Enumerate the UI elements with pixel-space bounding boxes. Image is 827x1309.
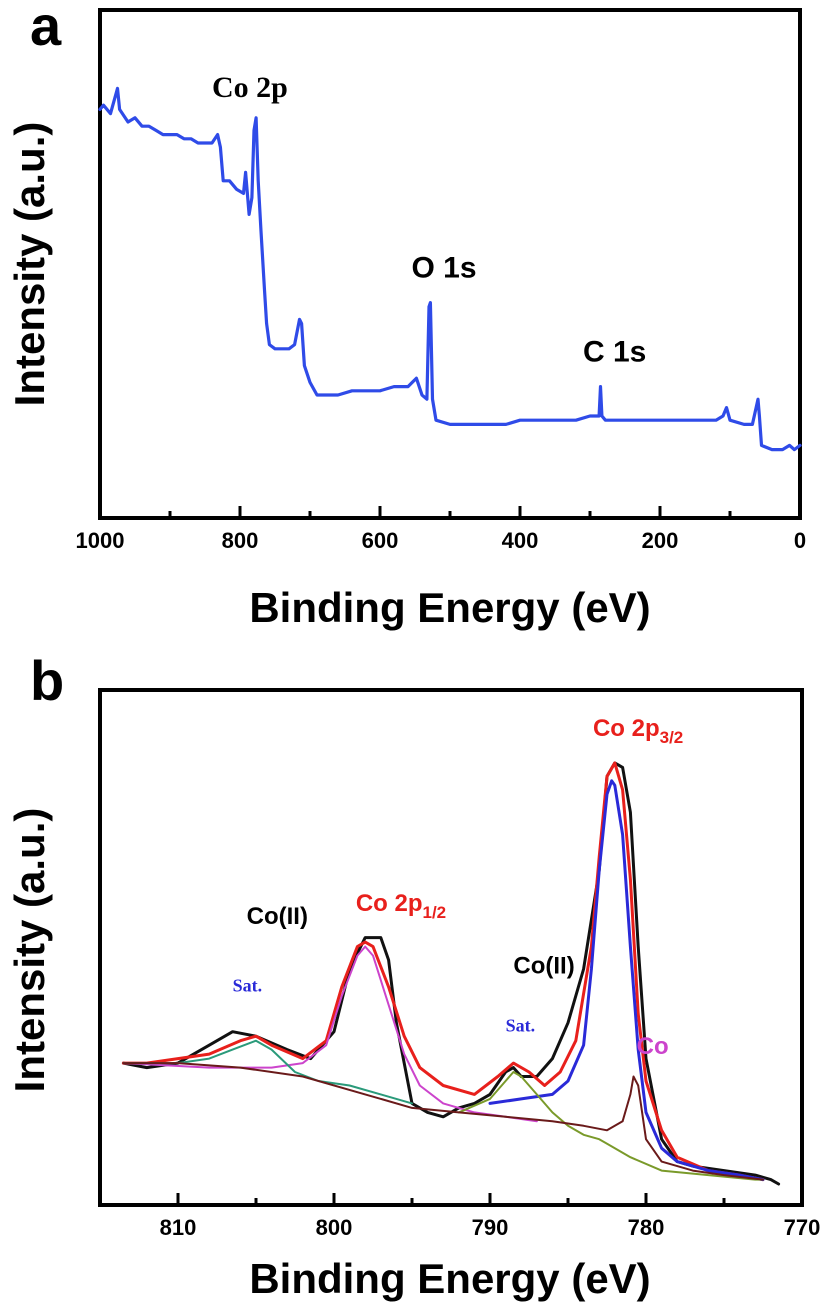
panel-b-co2p-spectrum: b 810 800 790 780 770 Co 2p3/2 Co 2p1/2 Co(II)… (6, 649, 820, 1302)
component-line (122, 1062, 764, 1181)
x-tick-label: 400 (502, 528, 539, 553)
x-tick-label: 0 (794, 528, 806, 553)
peak-annotation: Co(II) (513, 952, 574, 979)
component-line (457, 1071, 764, 1181)
peak-annotation: Co (637, 1033, 669, 1060)
panel-a-y-axis-label: Intensity (a.u.) (6, 122, 53, 407)
panel-label-a: a (30, 0, 62, 57)
peak-annotation: Co(II) (247, 903, 308, 930)
peak-annotation: O 1s (412, 251, 477, 284)
x-tick-label: 200 (642, 528, 679, 553)
panel-a-annotations: Co 2p O 1s C 1s (212, 71, 646, 369)
x-tick-label: 600 (362, 528, 399, 553)
panel-label-b: b (30, 649, 64, 712)
panel-b-annotations: Co 2p3/2 Co 2p1/2 Co(II) Sat. Co(II) Sat. Co (233, 715, 684, 1060)
panel-a-series (98, 86, 802, 452)
panel-b-series (121, 761, 781, 1186)
panel-a-survey-spectrum: a 1000 800 600 400 200 0 Co 2p O 1s C 1s Bindin… (6, 0, 806, 631)
x-tick-label: 1000 (76, 528, 125, 553)
component-line (488, 779, 765, 1182)
x-tick-label: 800 (316, 1215, 353, 1240)
experimental-line (121, 761, 781, 1186)
x-tick-label: 770 (784, 1215, 821, 1240)
panel-b-y-axis-label: Intensity (a.u.) (6, 808, 53, 1093)
peak-annotation: Co 2p1/2 (356, 890, 446, 922)
peak-annotation: Co 2p3/2 (593, 715, 683, 747)
panel-b-plot-frame (98, 688, 804, 1207)
x-tick-label: 800 (222, 528, 259, 553)
fit-envelope-line (121, 761, 765, 1182)
panel-b-x-axis-label: Binding Energy (eV) (249, 1255, 650, 1302)
component-line (122, 1039, 413, 1105)
x-tick-label: 780 (628, 1215, 665, 1240)
peak-annotation: C 1s (583, 335, 646, 368)
panel-a-x-ticks: 1000 800 600 400 200 0 (76, 506, 806, 553)
panel-a-x-axis-label: Binding Energy (eV) (249, 584, 650, 631)
spectrum-line (98, 86, 802, 452)
x-tick-label: 790 (472, 1215, 509, 1240)
peak-annotation: Sat. (506, 1016, 536, 1036)
panel-b-x-ticks: 810 800 790 780 770 (160, 1193, 821, 1240)
x-tick-label: 810 (160, 1215, 197, 1240)
peak-annotation: Co 2p (212, 71, 288, 104)
peak-annotation: Sat. (233, 975, 263, 995)
